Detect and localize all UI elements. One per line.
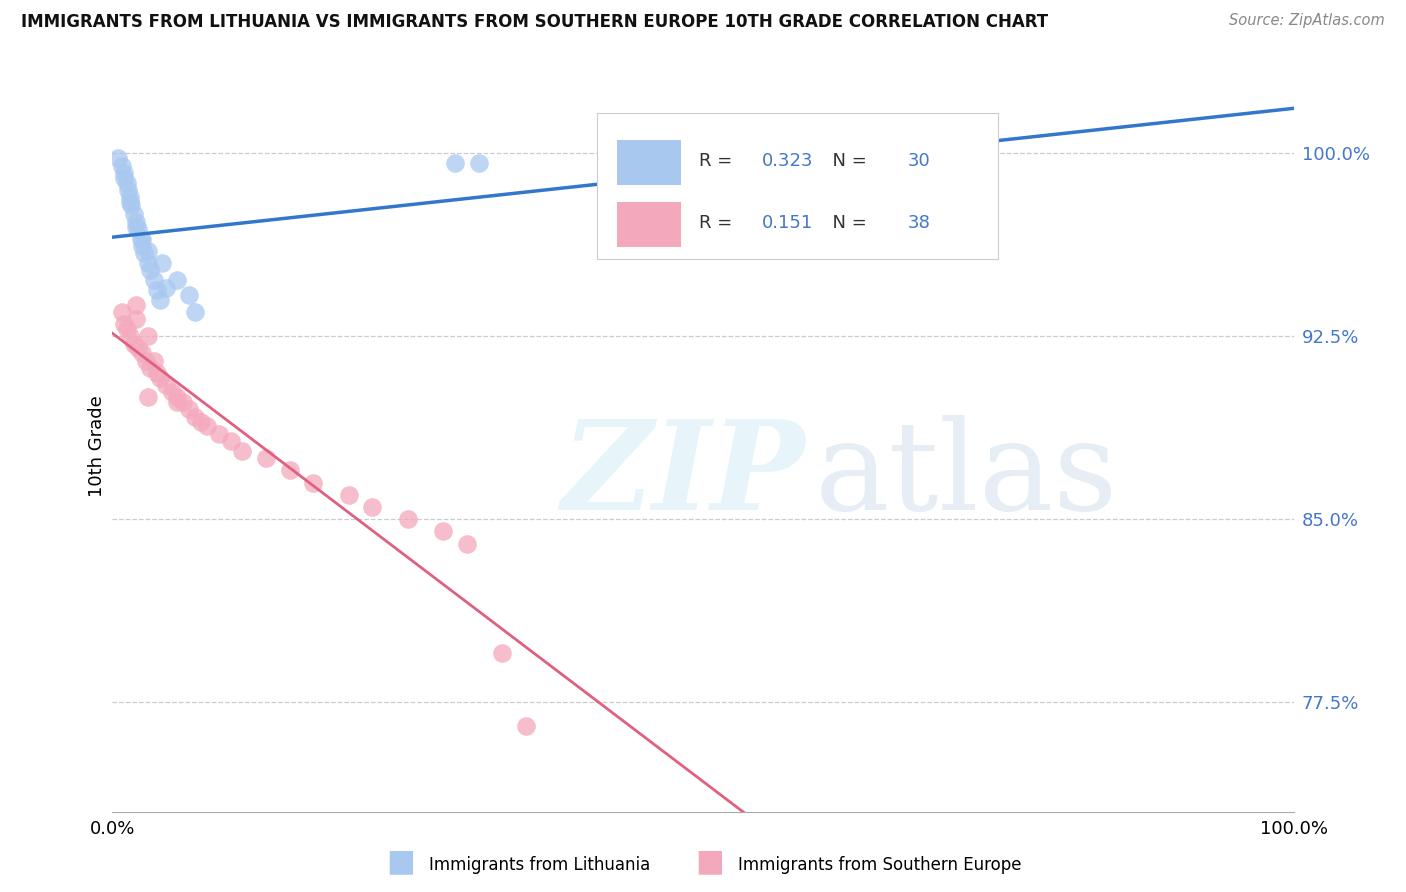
Point (120, 190, 142, 204)
Point (146, 283, 169, 297)
Point (112, 170, 135, 185)
Point (125, 297, 148, 311)
Point (155, 378, 177, 392)
Point (184, 409, 207, 424)
Point (179, 288, 201, 302)
Point (278, 463, 301, 477)
Point (361, 500, 384, 514)
Text: atlas: atlas (815, 415, 1119, 536)
Text: Source: ZipAtlas.com: Source: ZipAtlas.com (1229, 13, 1385, 29)
Point (112, 166, 135, 180)
FancyBboxPatch shape (617, 202, 681, 247)
Point (219, 434, 242, 449)
Point (146, 366, 169, 380)
Text: 0.151: 0.151 (762, 214, 813, 232)
Point (515, 719, 537, 733)
Text: 30: 30 (907, 152, 931, 169)
Point (111, 305, 134, 319)
Point (136, 329, 159, 343)
Point (150, 256, 173, 270)
Point (112, 317, 135, 331)
Point (337, 488, 360, 502)
Point (127, 222, 149, 236)
Point (131, 232, 153, 246)
Text: IMMIGRANTS FROM LITHUANIA VS IMMIGRANTS FROM SOUTHERN EUROPE 10TH GRADE CORRELAT: IMMIGRANTS FROM LITHUANIA VS IMMIGRANTS … (21, 13, 1049, 31)
Point (139, 361, 162, 376)
Point (125, 312, 148, 326)
Text: N =: N = (821, 214, 873, 232)
Text: ■: ■ (696, 847, 724, 876)
Point (444, 156, 467, 170)
Point (184, 305, 207, 319)
Point (125, 219, 148, 234)
Point (254, 451, 277, 466)
Point (432, 524, 454, 539)
Point (120, 195, 142, 210)
Point (149, 293, 172, 307)
Point (115, 176, 138, 190)
Point (131, 239, 153, 253)
Point (491, 646, 513, 660)
Point (166, 390, 188, 404)
Point (142, 273, 165, 287)
Point (166, 395, 188, 409)
Point (190, 415, 212, 429)
Point (125, 215, 148, 229)
Point (160, 385, 183, 400)
FancyBboxPatch shape (596, 113, 998, 260)
Point (155, 280, 177, 294)
Point (134, 246, 156, 260)
Point (396, 512, 419, 526)
Y-axis label: 10th Grade: 10th Grade (87, 395, 105, 497)
Point (467, 156, 489, 170)
Text: ■: ■ (387, 847, 415, 876)
Point (115, 322, 138, 336)
Text: 38: 38 (907, 214, 931, 232)
Point (136, 256, 159, 270)
Point (195, 419, 218, 434)
Point (117, 183, 139, 197)
Point (149, 370, 172, 384)
Point (129, 232, 152, 246)
Text: R =: R = (699, 152, 738, 169)
Point (122, 336, 145, 351)
Point (231, 443, 253, 458)
Point (208, 426, 231, 441)
Text: Immigrants from Lithuania: Immigrants from Lithuania (429, 856, 650, 874)
Text: Immigrants from Southern Europe: Immigrants from Southern Europe (738, 856, 1022, 874)
Point (127, 342, 149, 356)
Point (136, 244, 159, 258)
Text: R =: R = (699, 214, 738, 232)
Point (111, 159, 134, 173)
Text: 0.323: 0.323 (762, 152, 814, 169)
Point (136, 390, 159, 404)
Point (122, 207, 145, 221)
Point (166, 273, 188, 287)
Point (135, 353, 157, 368)
Point (131, 346, 153, 360)
Point (172, 395, 194, 409)
FancyBboxPatch shape (617, 140, 681, 185)
Point (120, 329, 142, 343)
Text: ZIP: ZIP (561, 415, 806, 536)
Point (456, 536, 478, 550)
Point (120, 197, 142, 211)
Point (302, 475, 325, 490)
Point (107, 151, 129, 165)
Text: N =: N = (821, 152, 873, 169)
Point (139, 263, 162, 277)
Point (179, 402, 201, 417)
Point (142, 353, 165, 368)
